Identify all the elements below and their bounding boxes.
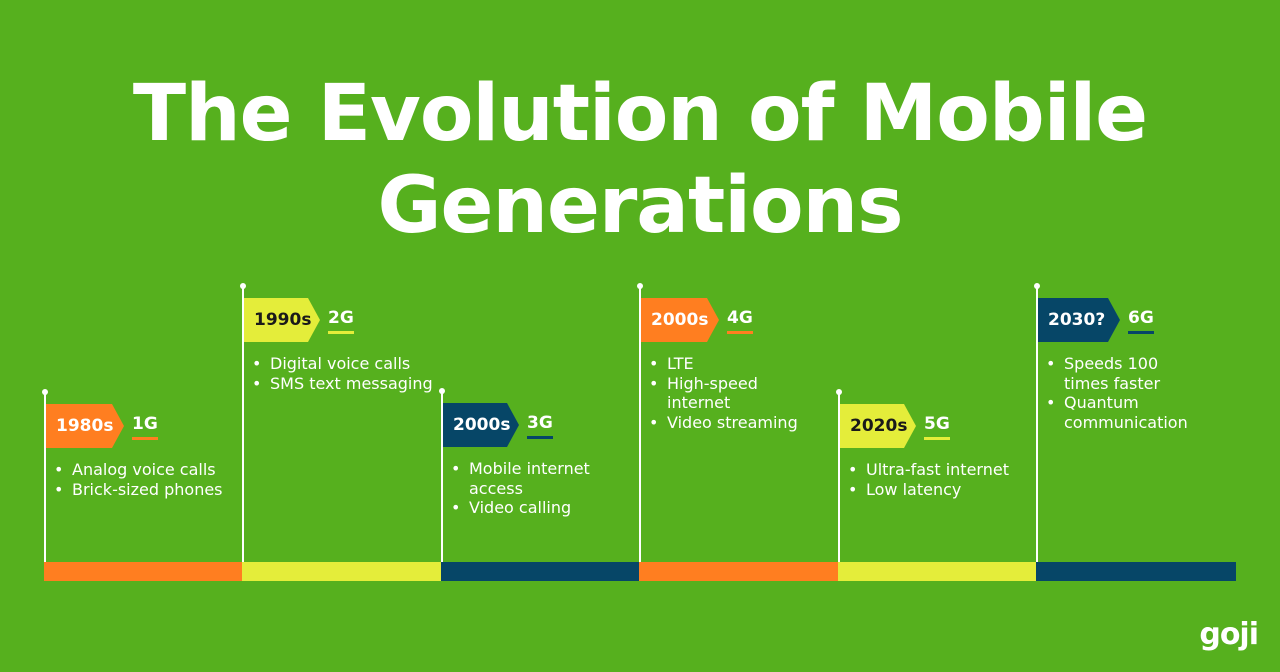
- year-tag: 1980s: [46, 404, 124, 448]
- title-line-1: The Evolution of Mobile: [132, 69, 1148, 159]
- timeline-segment-2g: [242, 562, 441, 581]
- timeline-segment-6g: [1036, 562, 1236, 581]
- timeline-stem: [240, 283, 246, 562]
- page-title: The Evolution of Mobile Generations: [0, 68, 1280, 252]
- generation-2g: 1990s 2G Digital voice callsSMS text messa…: [244, 298, 444, 393]
- feature-item: Analog voice calls: [54, 460, 224, 480]
- generation-header: 2000s 4G: [641, 298, 841, 342]
- year-tag: 2020s: [840, 404, 916, 448]
- title-line-2: Generations: [377, 161, 903, 251]
- timeline-segment-4g: [639, 562, 838, 581]
- feature-item: Speeds 100 times faster: [1046, 354, 1206, 393]
- timeline-segment-3g: [441, 562, 639, 581]
- generation-label: 6G: [1128, 307, 1154, 334]
- feature-list: Speeds 100 times fasterQuantum communica…: [1038, 354, 1206, 432]
- generation-label: 1G: [132, 413, 158, 440]
- feature-item: Ultra-fast internet: [848, 460, 1018, 480]
- year-tag: 1990s: [244, 298, 320, 342]
- timeline-stem: [42, 389, 48, 562]
- feature-item: Mobile internet access: [451, 459, 621, 498]
- generation-5g: 2020s 5G Ultra-fast internetLow latency: [840, 404, 1040, 499]
- generation-header: 1990s 2G: [244, 298, 444, 342]
- year-tag: 2030?: [1038, 298, 1120, 342]
- feature-item: Digital voice calls: [252, 354, 444, 374]
- generation-label: 2G: [328, 307, 354, 334]
- feature-list: Analog voice callsBrick-sized phones: [46, 460, 224, 499]
- year-tag: 2000s: [443, 403, 519, 447]
- feature-list: Ultra-fast internetLow latency: [840, 460, 1018, 499]
- timeline-stem: [1034, 283, 1040, 562]
- feature-item: Brick-sized phones: [54, 480, 224, 500]
- feature-list: Digital voice callsSMS text messaging: [244, 354, 444, 393]
- timeline-segment-1g: [44, 562, 242, 581]
- timeline-segment-5g: [838, 562, 1036, 581]
- generation-6g: 2030? 6G Speeds 100 times fasterQuantum co…: [1038, 298, 1238, 432]
- feature-item: High-speed internet: [649, 374, 809, 413]
- generation-1g: 1980s 1G Analog voice callsBrick-sized pho…: [46, 404, 246, 499]
- feature-item: Low latency: [848, 480, 1018, 500]
- feature-item: Video streaming: [649, 413, 809, 433]
- generation-label: 4G: [727, 307, 753, 334]
- feature-item: Video calling: [451, 498, 621, 518]
- feature-item: Quantum communication: [1046, 393, 1206, 432]
- generation-4g: 2000s 4G LTEHigh-speed internetVideo strea…: [641, 298, 841, 432]
- generation-label: 5G: [924, 413, 950, 440]
- feature-list: Mobile internet accessVideo calling: [443, 459, 621, 518]
- goji-logo: goji: [1199, 617, 1259, 652]
- generation-header: 1980s 1G: [46, 404, 246, 448]
- timeline-stem: [439, 388, 445, 562]
- generation-header: 2020s 5G: [840, 404, 1040, 448]
- year-tag: 2000s: [641, 298, 719, 342]
- generation-label: 3G: [527, 412, 553, 439]
- feature-item: SMS text messaging: [252, 374, 444, 394]
- generation-header: 2000s 3G: [443, 403, 643, 447]
- generation-header: 2030? 6G: [1038, 298, 1238, 342]
- feature-list: LTEHigh-speed internetVideo streaming: [641, 354, 809, 432]
- generation-3g: 2000s 3G Mobile internet accessVideo calli…: [443, 403, 643, 518]
- feature-item: LTE: [649, 354, 809, 374]
- timeline-stem: [836, 389, 842, 562]
- timeline-stem: [637, 283, 643, 562]
